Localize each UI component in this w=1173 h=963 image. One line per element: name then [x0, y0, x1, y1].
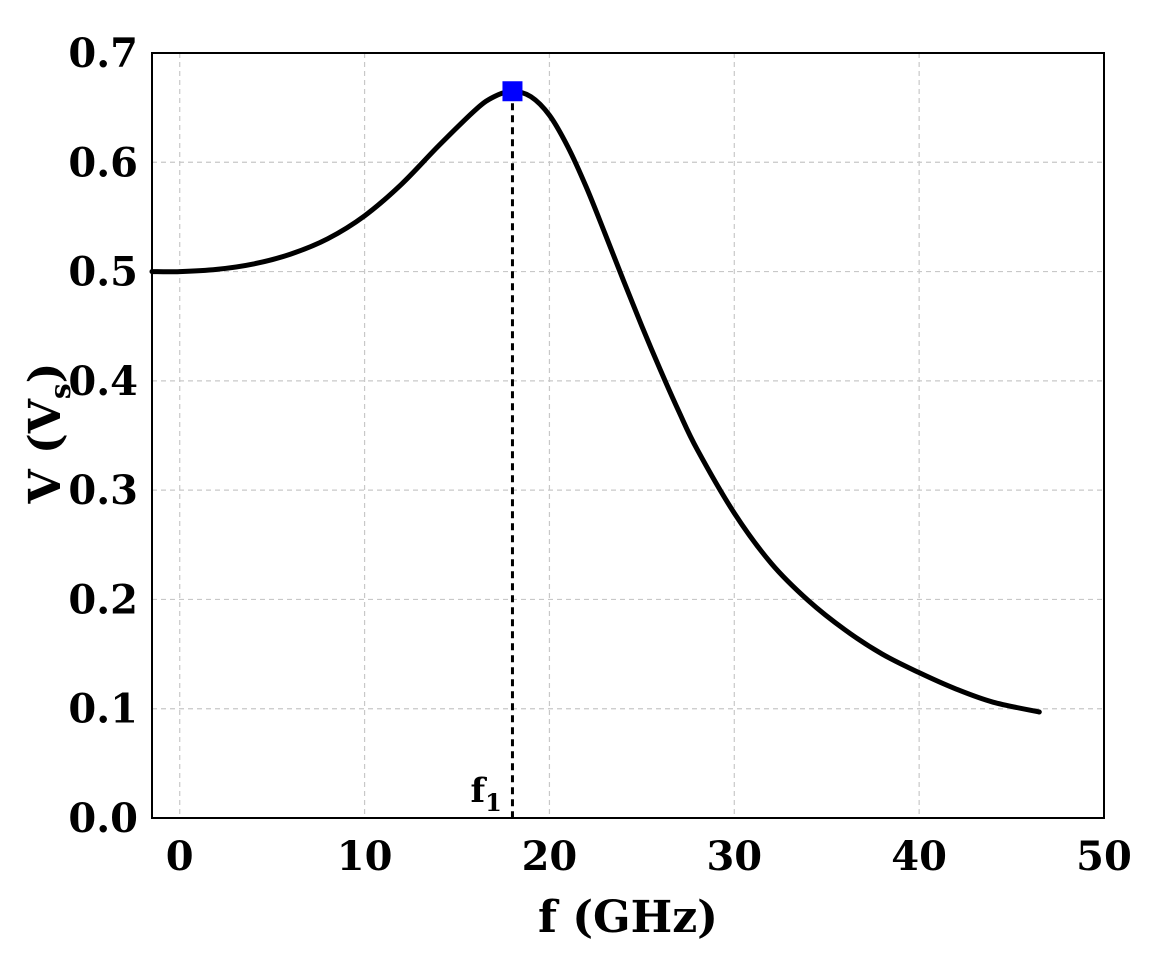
x-tick-label: 40 [891, 833, 947, 880]
y-tick-label: 0.4 [68, 358, 138, 405]
series [149, 88, 1042, 715]
y-tick-label: 0.3 [68, 467, 138, 514]
y-tick-label: 0.5 [68, 249, 138, 296]
plot-frame [151, 52, 1105, 819]
tick-labels: 0 10 20 30 40 50 0.0 0.1 0.2 0.3 0.4 0.5 0.6 0.7 [68, 30, 1131, 880]
x-tick-label: 0 [166, 833, 194, 880]
x-tick-label: 30 [706, 833, 762, 880]
y-axis-title-main: V (V [20, 398, 71, 504]
annotations: f1 [470, 81, 523, 818]
series-line [149, 88, 1042, 715]
y-tick-label: 0.6 [68, 139, 138, 186]
y-tick-label: 0.1 [68, 686, 138, 733]
x-tick-label: 20 [522, 833, 578, 880]
y-axis-title-close: ) [20, 362, 71, 383]
y-tick-label: 0.2 [68, 576, 138, 623]
svg-text:V (Vs): V (Vs) [20, 362, 77, 504]
y-axis-title-sub: s [44, 383, 77, 399]
y-axis-title: V (Vs) [20, 362, 77, 504]
x-tick-label: 50 [1076, 833, 1132, 880]
peak-marker [502, 81, 523, 102]
grid [152, 53, 1104, 818]
x-tick-label: 10 [337, 833, 393, 880]
y-tick-label: 0.7 [68, 30, 138, 77]
x-axis-title: f (GHz) [538, 892, 718, 943]
y-tick-label: 0.0 [68, 795, 138, 842]
f1-label: f1 [470, 771, 501, 817]
